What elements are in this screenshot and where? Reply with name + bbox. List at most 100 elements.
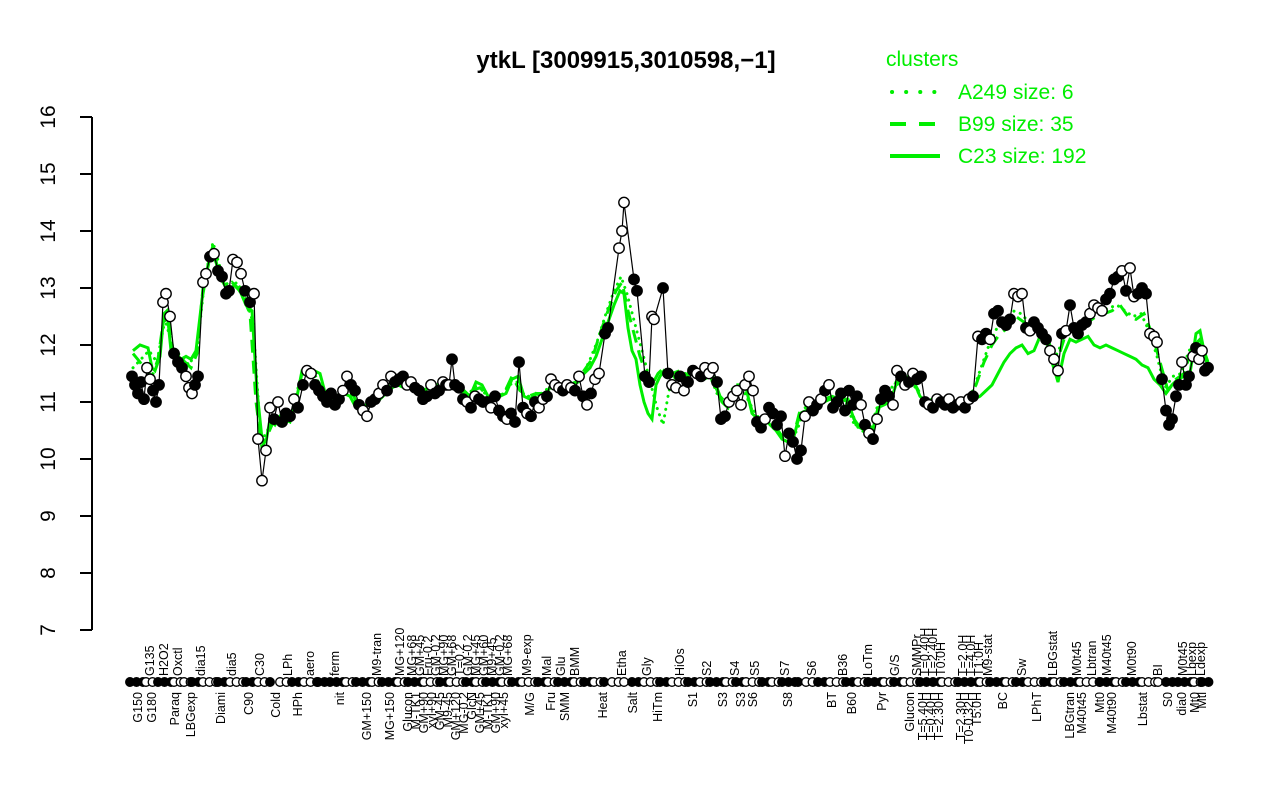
data-point-open	[573, 370, 585, 383]
data-point-open	[1096, 304, 1108, 317]
data-point-open	[200, 267, 212, 280]
x-condition-label: GM+90	[417, 692, 431, 733]
strip-dot-open	[1153, 677, 1163, 687]
data-point-filled	[1104, 287, 1116, 300]
x-condition-label: S7	[778, 661, 792, 676]
x-condition-label: S8	[781, 692, 795, 707]
x-condition-label: Cold	[269, 692, 283, 718]
data-point-open	[1016, 287, 1028, 300]
legend-item-a249: A249 size: 6	[958, 81, 1074, 104]
data-point-open	[1151, 336, 1163, 349]
x-condition-label: Fru	[544, 692, 558, 711]
data-point-filled	[1040, 333, 1052, 346]
data-point-open	[871, 413, 883, 425]
x-condition-label: GM-45	[433, 692, 447, 730]
x-condition-label: M40t45	[1075, 692, 1089, 734]
x-condition-label: Mt0	[1188, 692, 1202, 713]
x-condition-label: T0:0H	[934, 642, 948, 676]
data-point-open	[361, 410, 373, 423]
x-condition-label: SMMPr	[910, 634, 924, 676]
x-condition-label: dia0	[1175, 692, 1189, 716]
data-point-open	[264, 401, 276, 414]
x-condition-label: GM+45	[413, 635, 427, 676]
x-condition-label: M9-45	[441, 692, 455, 727]
data-point-filled	[381, 384, 393, 397]
x-condition-label: Mt0	[1093, 692, 1107, 713]
x-condition-label: BT	[825, 692, 839, 708]
x-condition-label: Glu	[554, 657, 568, 677]
y-tick-label: 16	[37, 105, 60, 128]
x-condition-label: M-TK1	[409, 692, 423, 730]
x-condition-label: M9-tran	[370, 633, 384, 676]
x-condition-label: Lbstat	[1136, 691, 1150, 726]
x-condition-label: ferm	[328, 651, 342, 676]
data-point-filled	[446, 353, 458, 366]
x-condition-label: S0	[1161, 692, 1175, 707]
x-condition-label: GM+150	[360, 692, 374, 740]
x-condition-label: T=4.0H	[964, 635, 978, 676]
x-condition-label: Lbtran	[1085, 641, 1099, 676]
data-point-filled	[643, 376, 655, 388]
x-condition-label: MG-0.2	[457, 692, 471, 734]
x-condition-label: M0t90	[1125, 641, 1139, 676]
data-point-filled	[1120, 284, 1132, 297]
y-tick-label: 14	[37, 219, 60, 243]
x-condition-label: M0t45	[1176, 641, 1190, 676]
data-point-open	[141, 361, 153, 374]
data-point-open	[252, 433, 264, 445]
x-condition-label: T1:0H	[972, 642, 986, 676]
x-condition-label: GM+68	[445, 635, 459, 676]
x-condition-label: M-TK1	[481, 692, 495, 730]
x-condition-label: LBGexp	[184, 692, 198, 737]
chart-title: ytkL [3009915,3010598,−1]	[476, 47, 775, 74]
data-point-open	[779, 450, 791, 463]
y-tick-label: 10	[37, 447, 60, 470]
x-condition-label: M0t45	[1070, 641, 1084, 676]
data-point-open	[272, 396, 284, 408]
data-point-open	[799, 410, 811, 423]
x-condition-label: BI	[1151, 664, 1165, 676]
x-condition-label: T=2.30H	[932, 692, 946, 740]
x-condition-label: S3	[734, 692, 748, 707]
y-tick-label: 15	[37, 162, 60, 185]
x-condition-label: HiOs	[673, 648, 687, 676]
data-point-open	[164, 310, 176, 323]
x-condition-label: H2O2	[157, 643, 171, 676]
data-point-open	[618, 196, 630, 209]
data-point-filled	[453, 381, 465, 394]
strip-dot-filled	[599, 677, 609, 687]
data-point-filled	[150, 396, 162, 408]
x-condition-label: GM+60	[477, 635, 491, 676]
data-point-filled	[325, 387, 337, 400]
x-condition-label: GM+45	[473, 692, 487, 733]
data-point-open	[759, 413, 771, 425]
data-point-filled	[1064, 299, 1076, 311]
data-point-open	[707, 361, 719, 374]
data-point-filled	[1140, 287, 1152, 300]
x-condition-label: Etha	[615, 650, 629, 676]
x-condition-label: G/S	[888, 654, 902, 676]
x-condition-label: Diami	[214, 692, 228, 724]
x-condition-label: M40t45	[1100, 634, 1114, 676]
x-condition-label: Ldexp	[1194, 642, 1208, 676]
x-condition-label: G135	[143, 645, 157, 676]
data-point-open	[731, 384, 743, 397]
data-point-filled	[795, 444, 807, 457]
legend: clusters A249 size: 6 B99 size: 35 C23 s…	[886, 48, 1086, 168]
x-condition-label: SMM	[558, 692, 572, 721]
data-point-filled	[1202, 361, 1214, 374]
data-point-filled	[839, 404, 851, 417]
x-condition-label: M/G	[523, 692, 537, 716]
x-condition-label: HiTm	[651, 692, 665, 722]
legend-item-c23: C23 size: 192	[958, 145, 1086, 168]
x-condition-label: xyl+90	[425, 692, 439, 729]
data-point-filled	[223, 284, 235, 297]
data-point-open	[616, 225, 628, 237]
data-point-filled	[465, 401, 477, 414]
data-point-filled	[1160, 404, 1172, 417]
data-point-open	[231, 256, 243, 269]
data-point-filled	[513, 356, 525, 368]
data-point-open	[1052, 364, 1064, 377]
x-condition-label: BC	[996, 692, 1010, 709]
